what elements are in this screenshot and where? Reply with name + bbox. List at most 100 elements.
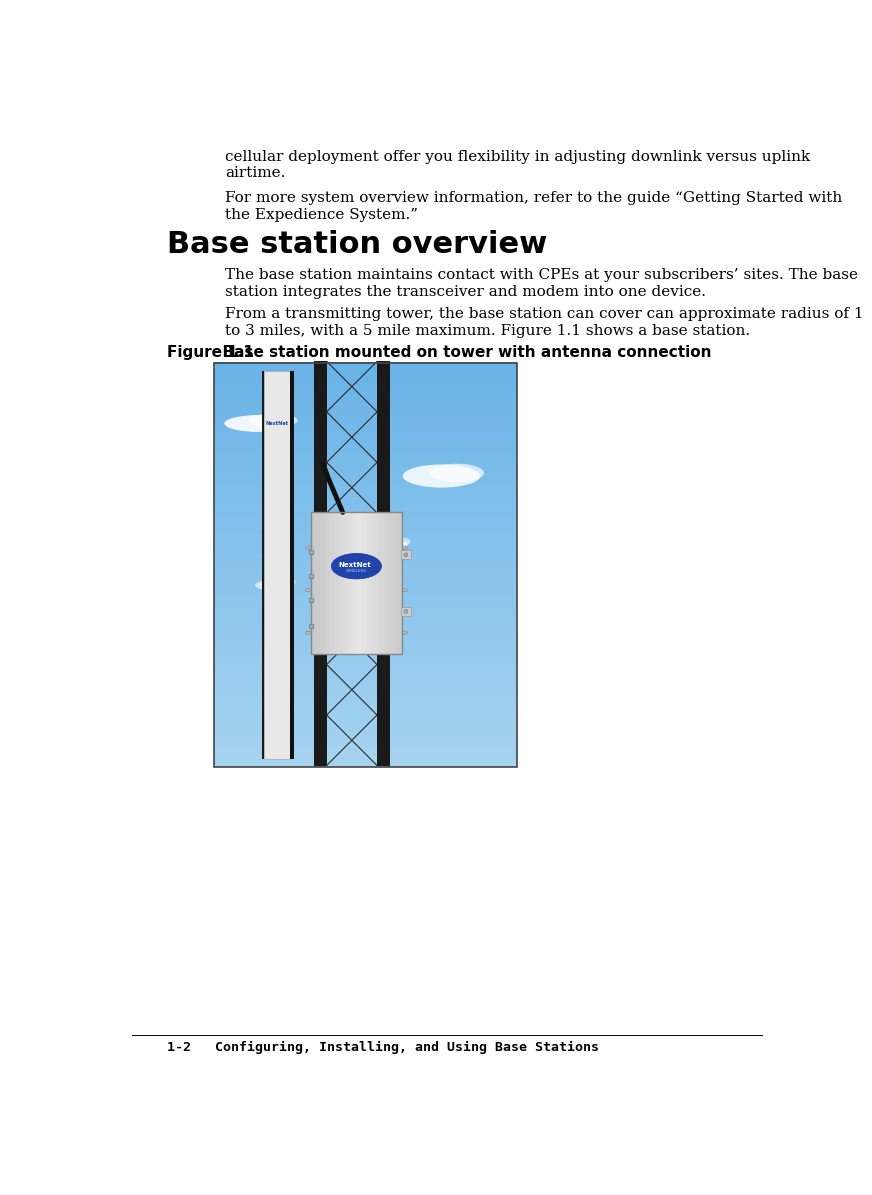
- Bar: [214, 595, 517, 606]
- Bar: [214, 605, 517, 615]
- Bar: [214, 392, 517, 403]
- Bar: [214, 514, 517, 525]
- Text: to 3 miles, with a 5 mile maximum. Figure 1.1 shows a base station.: to 3 miles, with a 5 mile maximum. Figur…: [225, 324, 751, 337]
- Ellipse shape: [305, 631, 310, 635]
- Bar: [401, 550, 411, 559]
- Bar: [309, 624, 313, 627]
- Bar: [214, 756, 517, 767]
- Text: 1-2   Configuring, Installing, and Using Base Stations: 1-2 Configuring, Installing, and Using B…: [167, 1041, 599, 1054]
- Bar: [314, 361, 327, 766]
- Ellipse shape: [404, 609, 408, 613]
- Bar: [309, 599, 313, 602]
- Text: Figure 1.1: Figure 1.1: [167, 345, 254, 360]
- Ellipse shape: [403, 631, 407, 635]
- Bar: [214, 523, 517, 534]
- Text: the Expedience System.”: the Expedience System.”: [225, 208, 419, 222]
- Bar: [316, 513, 321, 654]
- Bar: [310, 513, 402, 654]
- Ellipse shape: [305, 589, 310, 592]
- Text: WIRELESS: WIRELESS: [346, 569, 367, 572]
- Bar: [214, 686, 517, 697]
- Ellipse shape: [249, 413, 297, 427]
- Ellipse shape: [403, 589, 407, 592]
- Bar: [214, 544, 517, 554]
- Bar: [214, 645, 517, 656]
- Bar: [310, 513, 317, 654]
- Bar: [214, 464, 517, 474]
- Ellipse shape: [269, 578, 296, 587]
- Bar: [388, 513, 393, 654]
- Bar: [398, 513, 403, 654]
- Bar: [214, 423, 517, 434]
- Bar: [214, 483, 517, 495]
- Bar: [309, 550, 313, 554]
- Bar: [214, 443, 517, 454]
- Bar: [214, 695, 517, 706]
- Bar: [214, 736, 517, 747]
- Ellipse shape: [305, 546, 310, 550]
- Text: airtime.: airtime.: [225, 166, 286, 180]
- Text: Base station overview: Base station overview: [167, 229, 548, 258]
- Bar: [214, 453, 517, 464]
- Bar: [309, 574, 313, 578]
- Bar: [214, 534, 517, 545]
- Bar: [214, 614, 517, 626]
- Bar: [214, 372, 517, 384]
- Bar: [329, 513, 334, 654]
- Bar: [214, 584, 517, 595]
- Ellipse shape: [403, 465, 480, 488]
- Bar: [214, 473, 517, 484]
- Ellipse shape: [404, 553, 408, 557]
- Bar: [214, 503, 517, 514]
- Bar: [214, 494, 517, 504]
- Bar: [334, 513, 339, 654]
- Bar: [214, 706, 517, 717]
- Bar: [214, 403, 517, 413]
- Ellipse shape: [403, 546, 407, 550]
- Bar: [214, 635, 517, 645]
- Bar: [214, 625, 517, 636]
- Text: The base station maintains contact with CPEs at your subscribers’ sites. The bas: The base station maintains contact with …: [225, 268, 858, 282]
- Bar: [214, 575, 517, 586]
- Text: NextNet: NextNet: [338, 563, 371, 569]
- Ellipse shape: [331, 553, 381, 578]
- Bar: [262, 370, 263, 759]
- Text: For more system overview information, refer to the guide “Getting Started with: For more system overview information, re…: [225, 191, 842, 206]
- Bar: [214, 554, 517, 565]
- Bar: [214, 716, 517, 727]
- Bar: [214, 675, 517, 686]
- Bar: [214, 412, 517, 423]
- Bar: [393, 513, 399, 654]
- Bar: [214, 363, 517, 767]
- Bar: [343, 513, 348, 654]
- Text: station integrates the transceiver and modem into one device.: station integrates the transceiver and m…: [225, 286, 706, 299]
- Text: NextNet: NextNet: [265, 421, 289, 425]
- Bar: [214, 564, 517, 575]
- Bar: [214, 725, 517, 737]
- Ellipse shape: [372, 537, 411, 547]
- Bar: [214, 382, 517, 393]
- Text: cellular deployment offer you flexibility in adjusting downlink versus uplink: cellular deployment offer you flexibilit…: [225, 149, 810, 164]
- Bar: [377, 361, 390, 766]
- Ellipse shape: [353, 538, 408, 552]
- Bar: [352, 513, 358, 654]
- Bar: [290, 370, 294, 759]
- Bar: [214, 666, 517, 676]
- Bar: [384, 513, 389, 654]
- Bar: [263, 370, 290, 759]
- Bar: [357, 513, 362, 654]
- Ellipse shape: [255, 580, 294, 590]
- Bar: [214, 433, 517, 443]
- Bar: [365, 513, 371, 654]
- Bar: [338, 513, 344, 654]
- Bar: [401, 607, 411, 617]
- Bar: [379, 513, 385, 654]
- Text: From a transmitting tower, the base station can cover can approximate radius of : From a transmitting tower, the base stat…: [225, 307, 864, 320]
- Bar: [320, 513, 325, 654]
- Bar: [370, 513, 376, 654]
- Bar: [361, 513, 366, 654]
- Bar: [375, 513, 380, 654]
- Text: Base station mounted on tower with antenna connection: Base station mounted on tower with anten…: [212, 345, 712, 360]
- Bar: [347, 513, 352, 654]
- Bar: [214, 362, 517, 373]
